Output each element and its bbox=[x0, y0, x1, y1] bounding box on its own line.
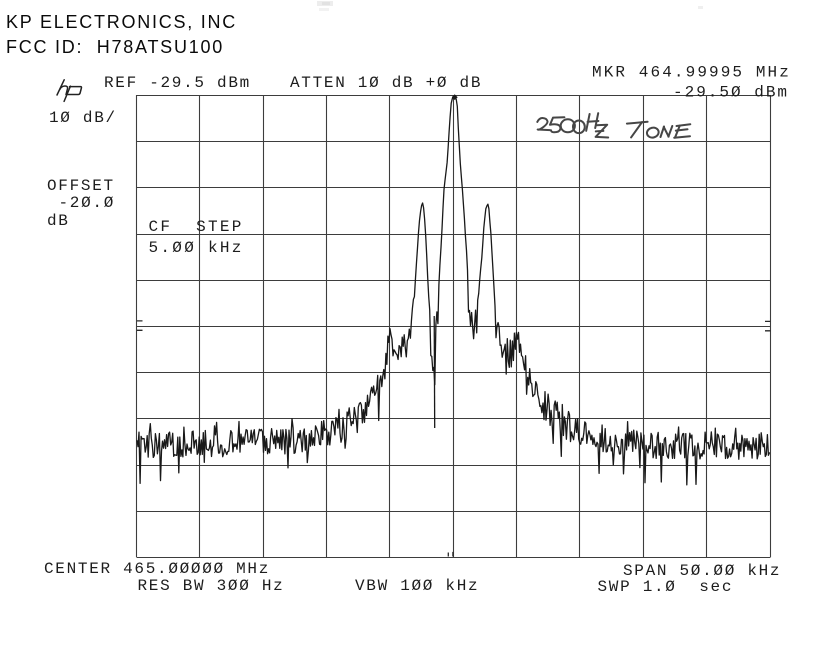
svg-text:-29.5Ø dBm: -29.5Ø dBm bbox=[673, 83, 789, 101]
svg-text:SWP 1.Ø sec: SWP 1.Ø sec bbox=[598, 578, 734, 596]
svg-text:MKR 464.99995 MHz: MKR 464.99995 MHz bbox=[592, 64, 791, 82]
svg-text:RES BW 3ØØ Hz: RES BW 3ØØ Hz bbox=[138, 577, 285, 595]
svg-text:1Ø dB/: 1Ø dB/ bbox=[49, 109, 117, 127]
svg-text:-2Ø.Ø: -2Ø.Ø bbox=[59, 194, 116, 212]
svg-text:CF STEP: CF STEP bbox=[149, 218, 244, 236]
svg-text:CENTER 465.ØØØØØ MHz: CENTER 465.ØØØØØ MHz bbox=[44, 560, 270, 578]
svg-text:VBW 1ØØ kHz: VBW 1ØØ kHz bbox=[355, 577, 479, 595]
svg-text:REF -29.5 dBm: REF -29.5 dBm bbox=[104, 74, 251, 92]
svg-text:SPAN 5Ø.ØØ kHz: SPAN 5Ø.ØØ kHz bbox=[623, 562, 781, 580]
svg-text:dB: dB bbox=[47, 212, 70, 230]
svg-text:ATTEN 1Ø dB +Ø dB: ATTEN 1Ø dB +Ø dB bbox=[290, 74, 482, 92]
svg-text:5.ØØ kHz: 5.ØØ kHz bbox=[149, 239, 244, 257]
svg-text:OFFSET: OFFSET bbox=[47, 177, 115, 195]
